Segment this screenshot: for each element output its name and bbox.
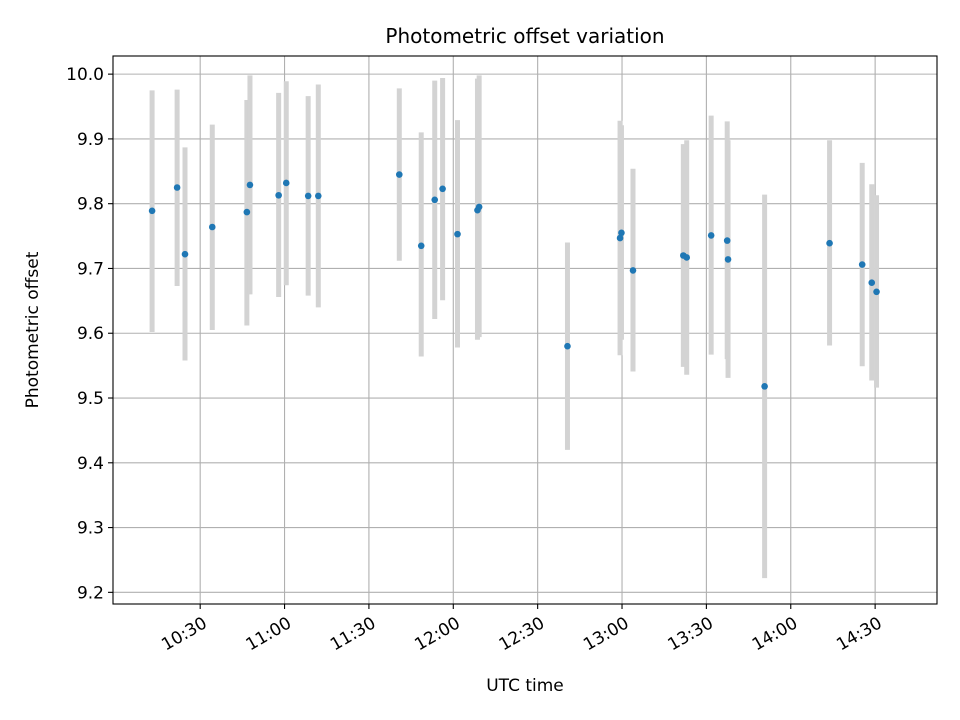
data-point <box>246 181 254 189</box>
data-points <box>148 171 880 390</box>
y-tick-label: 10.0 <box>66 65 104 85</box>
data-point <box>304 192 312 200</box>
data-point <box>707 232 715 239</box>
data-point <box>173 184 181 191</box>
data-point <box>454 230 461 238</box>
data-point <box>564 342 571 350</box>
data-point <box>873 288 880 296</box>
data-point <box>616 234 624 242</box>
data-point <box>629 267 637 274</box>
data-point <box>761 383 768 390</box>
data-point <box>314 192 322 200</box>
y-tick-label: 9.8 <box>77 195 104 215</box>
y-tick-label: 9.4 <box>77 454 104 474</box>
data-point <box>868 279 876 287</box>
data-point <box>683 254 691 261</box>
y-axis-label: Photometric offset <box>23 251 43 408</box>
chart-title: Photometric offset variation <box>385 24 664 48</box>
data-point <box>208 223 216 231</box>
data-point <box>475 203 483 211</box>
data-point <box>826 239 833 247</box>
data-point <box>243 208 251 216</box>
y-tick-label: 9.5 <box>77 389 104 409</box>
y-tick-label: 9.7 <box>77 259 104 279</box>
data-point <box>181 250 189 258</box>
data-point <box>723 237 731 244</box>
data-point <box>148 207 156 215</box>
plot-frame <box>112 55 938 605</box>
data-point <box>275 191 282 199</box>
data-point <box>858 261 866 268</box>
data-point <box>439 185 446 193</box>
y-tick-label: 9.2 <box>77 583 104 603</box>
y-tick-label: 9.3 <box>77 519 104 539</box>
data-point <box>724 256 732 263</box>
grid <box>113 56 937 604</box>
data-point <box>431 196 439 204</box>
data-point <box>618 229 625 237</box>
y-tick-label: 9.6 <box>77 324 104 344</box>
x-axis-label: UTC time <box>486 676 564 696</box>
data-point <box>417 242 425 250</box>
data-point <box>395 171 403 178</box>
y-tick-label: 9.9 <box>77 130 104 150</box>
y-axis-ticks: 9.2 9.3 9.4 9.5 9.6 9.7 9.8 9.9 10.0 <box>66 65 113 603</box>
data-point <box>282 179 290 187</box>
